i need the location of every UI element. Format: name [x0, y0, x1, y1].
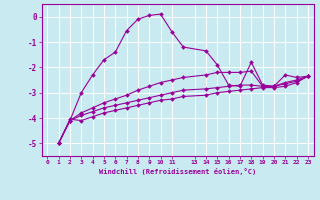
- X-axis label: Windchill (Refroidissement éolien,°C): Windchill (Refroidissement éolien,°C): [99, 168, 256, 175]
